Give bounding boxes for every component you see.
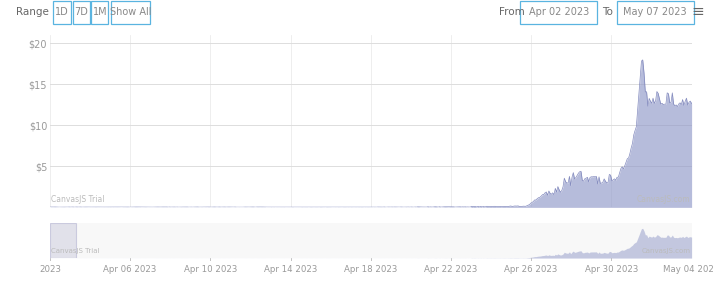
Text: Apr 06 2023: Apr 06 2023 [103,265,157,274]
FancyBboxPatch shape [73,1,90,24]
Text: CanvasJS.com: CanvasJS.com [641,248,690,254]
Text: Apr 26 2023: Apr 26 2023 [505,265,558,274]
Text: To: To [602,7,613,17]
Text: Show All: Show All [110,7,151,17]
Text: May 04 2023: May 04 2023 [663,265,713,274]
Text: Apr 30 2023: Apr 30 2023 [585,265,638,274]
Text: Apr 18 2023: Apr 18 2023 [344,265,397,274]
FancyBboxPatch shape [617,1,694,24]
Text: 7D: 7D [74,7,88,17]
Text: Apr 10 2023: Apr 10 2023 [184,265,237,274]
Text: Apr 02 2023: Apr 02 2023 [529,7,589,17]
Text: CanvasJS Trial: CanvasJS Trial [51,248,100,254]
Text: CanvasJS.com: CanvasJS.com [637,195,690,204]
FancyBboxPatch shape [91,1,108,24]
Text: CanvasJS Trial: CanvasJS Trial [51,195,105,204]
Text: ≡: ≡ [691,4,704,19]
FancyBboxPatch shape [53,1,71,24]
FancyBboxPatch shape [50,223,76,258]
Text: Apr 22 2023: Apr 22 2023 [424,265,478,274]
Text: 2023: 2023 [39,265,61,274]
FancyBboxPatch shape [111,1,150,24]
Text: Apr 14 2023: Apr 14 2023 [264,265,317,274]
Text: Range: Range [16,7,48,17]
Text: From: From [499,7,525,17]
Text: May 07 2023: May 07 2023 [623,7,687,17]
Text: 1D: 1D [55,7,69,17]
FancyBboxPatch shape [520,1,597,24]
Text: 1M: 1M [93,7,107,17]
